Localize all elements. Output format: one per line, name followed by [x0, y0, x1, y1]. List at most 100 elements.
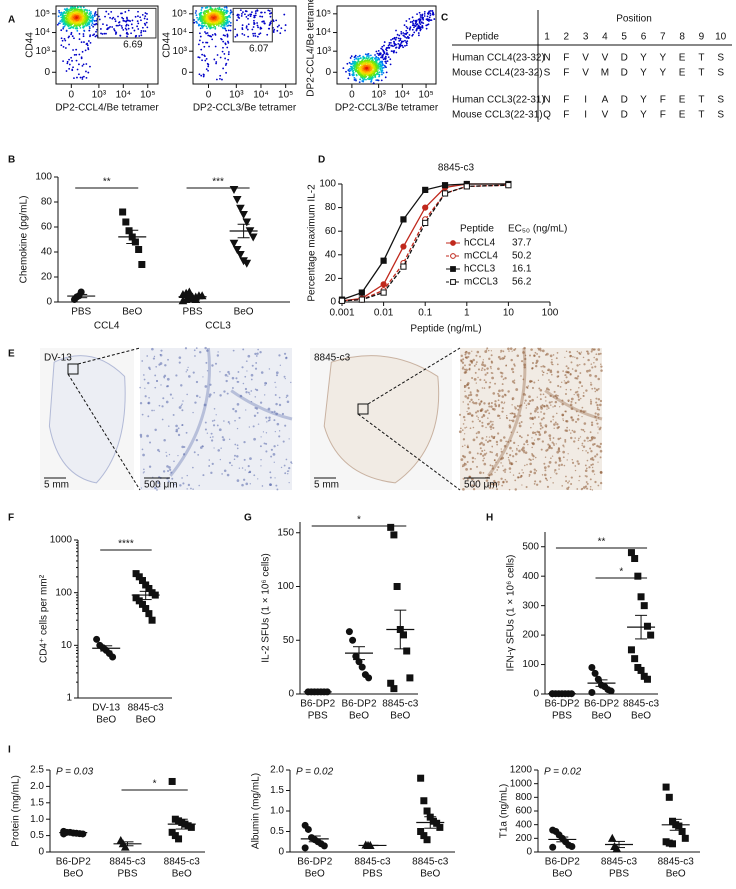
tissue-speck	[489, 436, 490, 437]
tissue-speck	[284, 376, 286, 378]
tissue-speck	[204, 385, 207, 388]
density-dot	[254, 23, 256, 25]
tissue-speck	[493, 408, 496, 411]
density-dot	[199, 57, 201, 59]
density-dot	[87, 24, 89, 26]
tissue-speck	[209, 393, 212, 396]
density-dot	[62, 40, 64, 42]
tissue-speck	[249, 394, 250, 395]
y-tick-label: 20	[41, 272, 53, 283]
density-dot	[72, 49, 74, 51]
density-dot	[122, 20, 124, 22]
tissue-speck	[500, 350, 502, 352]
density-dot	[345, 71, 347, 73]
tissue-speck	[557, 438, 559, 440]
x-tick-label: B6-DP2	[584, 699, 619, 710]
density-dot	[264, 12, 266, 14]
tissue-speck	[521, 484, 522, 485]
tissue-speck	[535, 434, 537, 436]
tissue-speck	[498, 394, 501, 397]
density-dot	[140, 30, 142, 32]
y-tick-label: 1000	[510, 778, 533, 789]
tissue-speck	[465, 371, 468, 374]
density-dot	[76, 77, 78, 79]
density-dot	[200, 36, 202, 38]
tissue-speck	[586, 481, 588, 483]
marker	[302, 845, 308, 851]
density-dot	[280, 27, 282, 29]
panel-label: E	[8, 349, 15, 360]
x-tick-label: PBS	[552, 711, 572, 722]
marker	[305, 826, 311, 832]
y-tick-label: 1	[66, 693, 72, 704]
tissue-speck	[237, 448, 239, 450]
tissue-speck	[484, 369, 486, 371]
tissue-speck	[479, 402, 482, 405]
tissue-speck	[524, 402, 525, 403]
tissue-speck	[554, 391, 556, 393]
density-dot	[222, 47, 224, 49]
residue: D	[621, 110, 628, 121]
tissue-speck	[166, 455, 168, 457]
density-dot	[220, 13, 222, 15]
density-dot	[385, 48, 387, 50]
density-dot	[201, 19, 203, 21]
density-dot	[406, 40, 408, 42]
tissue-speck	[566, 376, 568, 378]
density-dot	[377, 71, 379, 73]
tissue-speck	[600, 369, 602, 371]
density-dot	[213, 59, 215, 61]
tissue-speck	[470, 468, 472, 470]
x-tick-label: BeO	[591, 711, 611, 722]
tissue-speck	[555, 401, 557, 403]
density-dot	[390, 39, 392, 41]
density-dot	[374, 68, 376, 70]
tissue-speck	[598, 353, 600, 355]
tissue-speck	[489, 402, 490, 403]
tissue-speck	[545, 477, 547, 479]
tissue-speck	[538, 388, 540, 390]
tissue-speck	[548, 407, 550, 409]
density-dot	[370, 54, 372, 56]
density-dot	[360, 61, 362, 63]
residue: N	[543, 53, 550, 64]
density-dot	[213, 24, 215, 26]
residue: S	[544, 68, 551, 79]
density-dot	[59, 22, 61, 24]
residue: D	[621, 95, 628, 106]
tissue-speck	[154, 387, 156, 389]
position-number: 6	[641, 32, 647, 43]
density-dot	[405, 30, 407, 32]
x-tick-label: BeO	[552, 869, 572, 880]
tissue-speck	[169, 454, 170, 455]
y-tick-label: 1.5	[30, 797, 44, 808]
tissue-speck	[544, 466, 547, 469]
tissue-speck	[515, 461, 516, 462]
row-name: Human CCL3(22-31)	[452, 95, 545, 106]
tissue-speck	[553, 419, 554, 420]
tissue-speck	[600, 443, 602, 445]
y-tick-label: 10⁴	[316, 27, 331, 38]
tissue-speck	[502, 407, 504, 409]
density-dot	[402, 32, 404, 34]
residue: S	[717, 95, 724, 106]
tissue-speck	[490, 368, 491, 369]
density-dot	[355, 65, 357, 67]
tissue-speck	[275, 386, 276, 387]
density-dot	[386, 71, 388, 73]
density-dot	[92, 19, 94, 21]
residue: F	[660, 110, 666, 121]
tissue-speck	[530, 348, 533, 351]
tissue-speck	[156, 380, 158, 382]
tissue-speck	[506, 417, 507, 418]
group-label: CCL4	[94, 321, 120, 332]
tissue-speck	[587, 352, 589, 354]
x-tick-label: BeO	[420, 869, 440, 880]
density-dot	[207, 24, 209, 26]
density-dot	[80, 27, 82, 29]
legend-value: 56.2	[512, 277, 532, 288]
tissue-speck	[469, 401, 471, 403]
density-dot	[203, 76, 205, 78]
x-tick-label: B6-DP2	[300, 699, 335, 710]
tissue-speck	[148, 402, 151, 405]
